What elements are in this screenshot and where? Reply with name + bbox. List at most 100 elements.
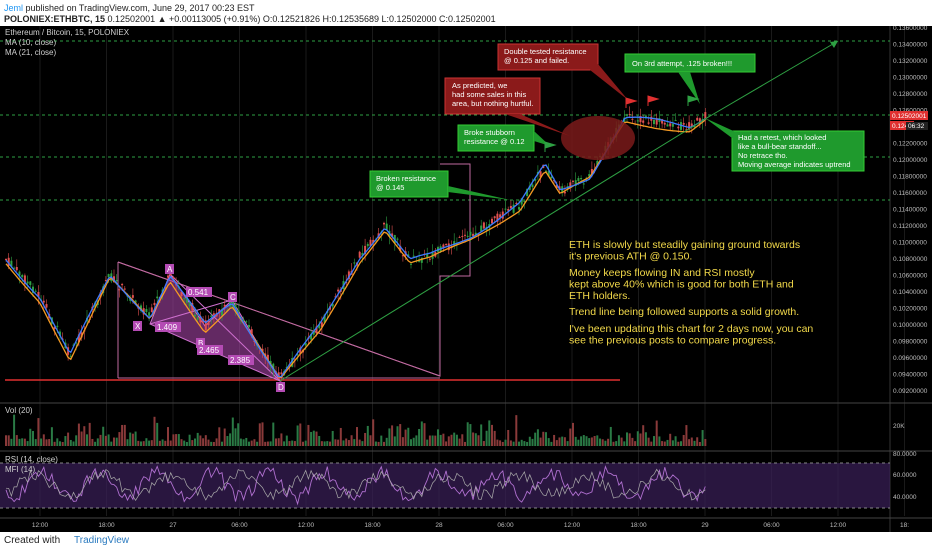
candle-body <box>653 119 655 125</box>
volume-bar <box>134 431 137 446</box>
volume-bar <box>218 427 221 446</box>
candle-body <box>185 295 188 303</box>
volume-bar <box>215 438 218 446</box>
volume-bar <box>323 441 326 446</box>
symbol-label: POLONIEX:ETHBTC, 15 <box>4 14 106 24</box>
candle-body <box>53 326 56 329</box>
volume-bar <box>636 431 639 446</box>
volume-bar <box>302 441 304 446</box>
volume-bar <box>515 415 518 446</box>
time-tick-label: 18:00 <box>630 522 647 529</box>
volume-bar <box>493 430 496 446</box>
candle-body <box>23 275 26 284</box>
volume-bar <box>507 429 510 446</box>
tradingview-logo[interactable]: TradingView <box>74 535 130 546</box>
volume-bar <box>404 429 407 446</box>
pattern-labels: A X B C D 0.541 1.409 2.465 2.385 <box>133 264 285 392</box>
volume-bar <box>137 440 140 446</box>
candle-body <box>688 122 691 130</box>
volume-bar <box>304 440 307 446</box>
candle-body <box>172 276 175 280</box>
annotation-third-attempt-text: On 3rd attempt, .125 broken!!! <box>632 59 732 68</box>
chart-canvas[interactable]: Double tested resistance @ 0.125 and fail… <box>0 26 932 532</box>
volume-bar <box>536 429 539 446</box>
volume-bar <box>37 418 40 446</box>
volume-bar <box>585 436 588 446</box>
candle-body <box>175 284 178 286</box>
candle-body <box>210 315 213 317</box>
volume-bar <box>285 435 288 446</box>
legend-rsi[interactable]: RSI (14, close) <box>5 455 58 464</box>
candle-body <box>474 232 477 236</box>
candle-body <box>509 205 512 209</box>
volume-bar <box>266 441 269 446</box>
volume-bar <box>191 440 194 446</box>
legend-title: Ethereum / Bitcoin, 15, POLONIEX <box>5 28 130 37</box>
volume-bar <box>5 435 7 446</box>
volume-bar <box>642 425 645 446</box>
candle-body <box>563 191 566 194</box>
volume-bar <box>601 439 604 446</box>
volume-bar <box>202 438 205 446</box>
candle-body <box>518 207 520 210</box>
legend-ma21[interactable]: MA (21, close) <box>5 48 56 57</box>
candle-body <box>383 222 385 225</box>
note-paragraph-3: Trend line being followed supports a sol… <box>569 306 799 318</box>
chart-area[interactable]: Double tested resistance @ 0.125 and fail… <box>0 26 932 532</box>
volume-bar <box>245 437 248 446</box>
legend-ma10[interactable]: MA (10, close) <box>5 38 56 47</box>
volume-bar <box>299 423 302 446</box>
candle-body <box>582 183 585 185</box>
candle-body <box>482 222 485 229</box>
volume-bar <box>609 426 612 446</box>
volume-bar <box>345 438 348 446</box>
volume-bar <box>158 440 161 446</box>
price-axis[interactable]: 0.13600000 0.13400000 0.13200000 0.13000000… <box>893 26 928 395</box>
volume-bar <box>239 438 242 446</box>
annotation-broken-145: Broken resistance @ 0.145 <box>369 170 510 200</box>
volume-bar <box>393 436 396 446</box>
volume-bar <box>32 430 34 446</box>
candle-body <box>148 312 151 316</box>
annotation-predicted: As predicted, we had some sales in this ar… <box>444 77 570 136</box>
volume-bar <box>542 431 545 446</box>
candle-body <box>671 123 674 127</box>
time-axis[interactable]: 12:00 18:00 27 06:00 12:00 18:00 28 06:00 12:00 1… <box>32 522 909 529</box>
candle-body <box>10 260 13 267</box>
candle-body <box>272 363 275 371</box>
legend-mfi[interactable]: MFI (14) <box>5 465 36 474</box>
time-tick-label: 12:00 <box>298 522 315 529</box>
volume-bar <box>528 436 531 446</box>
price-quote: 0.12502001 ▲ +0.00113005 (+0.91%) O:0.12… <box>107 14 496 24</box>
volume-bar <box>491 424 493 446</box>
candle-body <box>412 255 415 257</box>
candle-body <box>242 319 245 321</box>
volume-bar <box>13 414 16 446</box>
candle-body <box>75 342 78 344</box>
volume-bar <box>380 435 383 446</box>
candle-body <box>347 271 350 280</box>
price-tick-label: 0.13000000 <box>893 75 928 82</box>
candle-body <box>572 180 574 182</box>
author-link[interactable]: Jeml <box>4 3 24 13</box>
candle-body <box>280 372 283 375</box>
volume-bar <box>480 424 483 446</box>
volume-bar <box>347 440 350 446</box>
volume-bar <box>207 439 210 446</box>
candle-body <box>353 262 356 264</box>
volume-bar <box>555 440 558 446</box>
volume-bar <box>29 428 32 446</box>
candle-body <box>167 275 169 278</box>
annotation-broken-145-text: Broken resistance @ 0.145 <box>376 174 436 192</box>
volume-bar <box>72 441 75 446</box>
volume-bar <box>385 437 388 446</box>
volume-bar <box>474 433 477 446</box>
volume-bar <box>342 440 345 446</box>
volume-bar <box>237 423 240 446</box>
volume-bar <box>685 425 688 446</box>
legend-vol[interactable]: Vol (20) <box>5 406 33 415</box>
candle-body <box>466 235 469 237</box>
volume-bar <box>204 435 207 446</box>
volume-bar <box>185 441 188 446</box>
price-tick-label: 0.13600000 <box>893 26 928 32</box>
